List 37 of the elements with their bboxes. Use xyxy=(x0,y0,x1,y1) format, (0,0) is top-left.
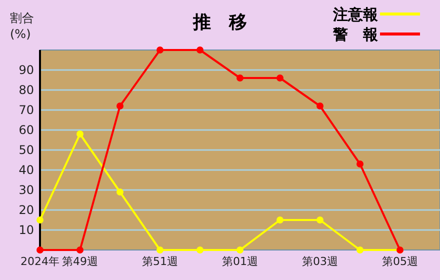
point xyxy=(316,102,324,110)
point xyxy=(316,216,324,224)
x-tick-label: 第05週 xyxy=(382,255,418,268)
point xyxy=(116,188,124,196)
point xyxy=(356,246,364,254)
point xyxy=(276,216,284,224)
y-tick-label: 30 xyxy=(18,183,34,198)
x-tick-label: 第51週 xyxy=(142,255,178,268)
y-tick-label: 60 xyxy=(18,123,34,138)
y-tick-label: 40 xyxy=(18,163,34,178)
x-tick-label: 第03週 xyxy=(302,255,338,268)
point xyxy=(156,46,164,54)
chart-title: 推 移 xyxy=(192,12,247,33)
y-tick-label: 20 xyxy=(18,203,34,218)
x-tick-label: 2024年 xyxy=(20,255,60,268)
point xyxy=(36,216,44,224)
y-tick-label: 50 xyxy=(18,143,34,158)
point xyxy=(116,102,124,110)
point xyxy=(356,160,364,168)
point xyxy=(76,130,84,138)
x-tick-label: 第49週 xyxy=(62,255,98,268)
legend-label: 注意報 xyxy=(332,5,379,24)
legend-label: 警 報 xyxy=(332,25,379,44)
point xyxy=(36,246,44,254)
point xyxy=(276,74,284,82)
x-tick-label: 第01週 xyxy=(222,255,258,268)
y-axis-title: 割合 (%) xyxy=(10,11,34,41)
point xyxy=(196,46,204,54)
point xyxy=(236,246,244,254)
point xyxy=(76,246,84,254)
y-tick-label: 70 xyxy=(18,103,34,118)
y-tick-label: 10 xyxy=(18,223,34,238)
point xyxy=(156,246,164,254)
point xyxy=(196,246,204,254)
point xyxy=(236,74,244,82)
y-tick-label: 80 xyxy=(18,83,34,98)
y-tick-label: 90 xyxy=(18,63,34,78)
